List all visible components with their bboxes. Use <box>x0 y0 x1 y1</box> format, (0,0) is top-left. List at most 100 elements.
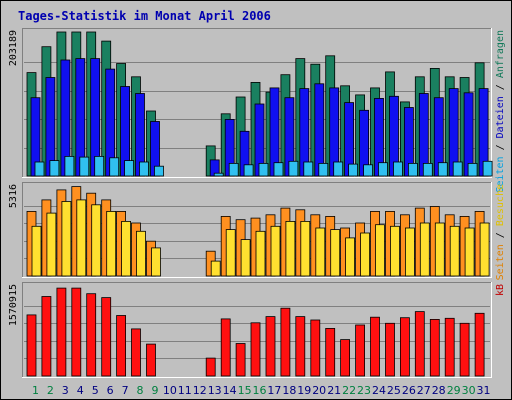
x-tick-label-day-6: 6 <box>107 384 114 397</box>
bar-hits-seiten-day-24 <box>378 162 388 177</box>
bar-hits-seiten-day-13 <box>213 172 224 177</box>
panel-hits-ymax-label: 203189 <box>8 30 19 66</box>
bar-hits-seiten-day-6 <box>109 157 120 177</box>
bar-visits-besuche-day-22 <box>345 237 356 277</box>
bar-kb-kb-day-26 <box>399 317 410 377</box>
chart-title: Tages-Statistik im Monat April 2006 <box>18 9 271 23</box>
x-tick-label-day-1: 1 <box>32 384 39 397</box>
bar-kb-kb-day-23 <box>355 324 366 377</box>
bar-kb-kb-day-30 <box>459 322 470 377</box>
bar-hits-seiten-day-22 <box>348 163 359 177</box>
bar-kb-kb-day-4 <box>71 287 82 377</box>
panel-visits-legend: Seiten / Besuche <box>495 184 506 280</box>
bar-kb-kb-day-13 <box>205 357 216 377</box>
x-tick-label-day-10: 10 <box>163 384 177 397</box>
bar-visits-besuche-day-26 <box>404 227 415 277</box>
bar-visits-besuche-day-29 <box>449 225 460 277</box>
x-tick-label-day-27: 27 <box>417 384 431 397</box>
x-tick-label-day-9: 9 <box>152 384 159 397</box>
bar-hits-dateien-day-20 <box>314 83 325 177</box>
legend-entry: / <box>495 226 506 244</box>
bar-hits-seiten-day-20 <box>318 162 329 177</box>
bar-hits-seiten-day-5 <box>94 155 105 177</box>
bar-kb-kb-day-8 <box>131 328 141 377</box>
bar-hits-seiten-day-14 <box>228 162 239 177</box>
bar-kb-kb-day-1 <box>26 314 37 377</box>
bar-kb-kb-day-25 <box>385 322 395 377</box>
bar-hits-seiten-day-19 <box>303 161 314 177</box>
bar-kb-kb-day-3 <box>56 287 67 377</box>
bar-kb-kb-day-9 <box>146 343 156 377</box>
legend-entry: Seiten <box>495 156 506 192</box>
bar-kb-kb-day-15 <box>235 343 246 377</box>
legend-entry: Dateien <box>495 96 506 138</box>
bar-hits-seiten-day-18 <box>288 160 299 177</box>
bar-hits-seiten-day-8 <box>139 161 149 177</box>
x-tick-label-day-22: 22 <box>342 384 356 397</box>
x-tick-label-day-15: 15 <box>238 384 252 397</box>
bar-hits-seiten-day-2 <box>49 160 60 177</box>
panel-hits-legend: Seiten / Dateien / Anfragen <box>495 30 506 193</box>
bar-hits-seiten-day-23 <box>363 164 374 177</box>
x-tick-label-day-18: 18 <box>282 384 296 397</box>
bar-kb-kb-day-28 <box>429 318 440 377</box>
bar-visits-besuche-day-4 <box>76 199 87 277</box>
x-tick-label-day-8: 8 <box>137 384 144 397</box>
bar-visits-besuche-day-2 <box>46 212 57 277</box>
bar-visits-besuche-day-16 <box>255 230 266 277</box>
bar-hits-seiten-day-7 <box>124 160 134 177</box>
bar-visits-besuche-day-18 <box>285 220 296 277</box>
bar-visits-besuche-day-6 <box>106 210 117 277</box>
x-tick-label-day-3: 3 <box>62 384 69 397</box>
bar-visits-besuche-day-20 <box>315 227 326 277</box>
legend-entry: / <box>495 138 506 156</box>
bar-kb-kb-day-14 <box>220 318 231 377</box>
legend-entry: / <box>495 78 506 96</box>
bar-kb-kb-day-19 <box>295 316 306 377</box>
x-tick-label-day-31: 31 <box>477 384 491 397</box>
x-tick-label-day-17: 17 <box>267 384 281 397</box>
bar-hits-seiten-day-17 <box>273 162 284 177</box>
bar-hits-seiten-day-3 <box>64 155 75 177</box>
bar-kb-kb-day-18 <box>280 307 291 377</box>
bar-hits-seiten-day-25 <box>393 161 403 177</box>
bar-visits-besuche-day-23 <box>360 232 371 277</box>
panel-kb-ymax-label: 1570915 <box>8 284 19 326</box>
x-tick-label-day-20: 20 <box>312 384 326 397</box>
panel-kb-legend: kB <box>495 284 506 296</box>
bar-hits-seiten-day-9 <box>154 165 164 177</box>
bar-kb-kb-day-5 <box>86 293 97 377</box>
legend-entry: Besuche <box>495 184 506 226</box>
bar-hits-seiten-day-4 <box>79 156 90 177</box>
x-tick-label-day-4: 4 <box>77 384 84 397</box>
bar-visits-besuche-day-13 <box>210 260 221 277</box>
x-tick-label-day-16: 16 <box>253 384 267 397</box>
bar-hits-seiten-day-26 <box>407 162 418 177</box>
x-tick-label-day-29: 29 <box>447 384 461 397</box>
bar-kb-kb-day-31 <box>474 312 485 377</box>
bar-visits-besuche-day-24 <box>375 224 385 277</box>
x-tick-label-day-24: 24 <box>372 384 386 397</box>
bar-visits-besuche-day-7 <box>121 220 131 277</box>
x-tick-label-day-21: 21 <box>327 384 341 397</box>
bar-hits-seiten-day-16 <box>258 162 269 177</box>
bar-hits-seiten-day-28 <box>437 162 448 177</box>
bar-hits-seiten-day-29 <box>452 161 463 177</box>
bar-kb-kb-day-24 <box>370 316 380 377</box>
x-tick-label-day-2: 2 <box>47 384 54 397</box>
bar-kb-kb-day-27 <box>414 311 425 377</box>
legend-entry: Seiten <box>495 244 506 280</box>
bar-hits-seiten-day-21 <box>333 161 344 177</box>
bar-kb-kb-day-7 <box>116 315 126 377</box>
bar-hits-seiten-day-15 <box>243 164 254 177</box>
bar-kb-kb-day-17 <box>265 316 276 377</box>
bar-visits-besuche-day-19 <box>300 220 311 277</box>
x-tick-label-day-7: 7 <box>122 384 129 397</box>
x-tick-label-day-25: 25 <box>387 384 401 397</box>
legend-entry: Anfragen <box>495 30 506 78</box>
x-tick-label-day-5: 5 <box>92 384 99 397</box>
bar-visits-besuche-day-1 <box>31 225 42 277</box>
bar-kb-kb-day-20 <box>310 319 321 377</box>
bar-visits-besuche-day-9 <box>151 247 161 277</box>
